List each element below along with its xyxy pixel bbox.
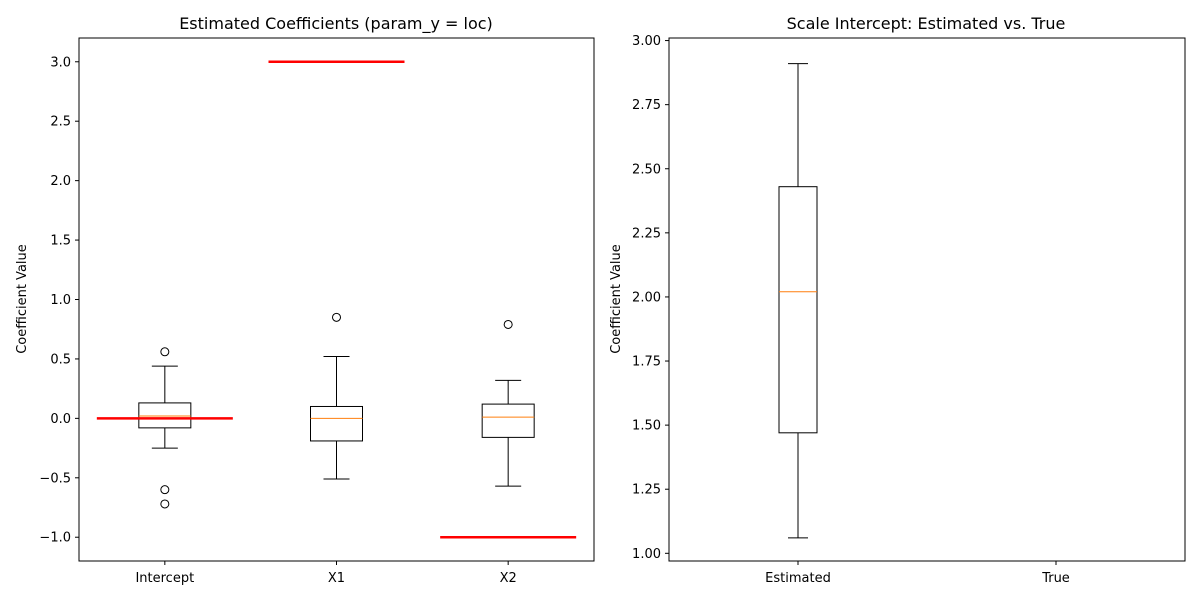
x-tick-label: Intercept xyxy=(135,571,194,586)
y-tick-label: −1.0 xyxy=(39,531,71,546)
y-tick-label: 1.0 xyxy=(50,293,71,308)
chart-title: Estimated Coefficients (param_y = loc) xyxy=(179,14,493,34)
y-tick-label: 2.75 xyxy=(632,98,661,113)
chart-title: Scale Intercept: Estimated vs. True xyxy=(787,14,1066,33)
outlier-point xyxy=(160,499,170,509)
y-tick-label: 1.5 xyxy=(50,234,71,249)
y-tick-label: 2.00 xyxy=(632,290,661,305)
outlier-point xyxy=(160,485,170,495)
plot-frame xyxy=(668,37,1186,562)
x-tick-label: X2 xyxy=(500,571,517,586)
box-x2 xyxy=(481,403,535,438)
x-tick-label: True xyxy=(1041,571,1070,586)
outlier-point xyxy=(332,312,341,322)
y-tick-label: 1.00 xyxy=(632,547,661,562)
plot-frame xyxy=(78,37,595,562)
outlier-point xyxy=(503,319,513,329)
coefficients-chart: Estimated Coefficients (param_y = loc) C… xyxy=(15,14,595,586)
x-tick-label: Estimated xyxy=(765,571,831,586)
y-tick-label: −0.5 xyxy=(39,471,71,486)
y-tick-label: 3.00 xyxy=(632,34,661,49)
scale-intercept-chart: Scale Intercept: Estimated vs. True Coef… xyxy=(609,14,1186,586)
x-tick-label: X1 xyxy=(328,571,345,586)
y-tick-label: 2.0 xyxy=(50,174,71,189)
y-tick-label: 3.0 xyxy=(50,55,71,70)
y-tick-label: 0.5 xyxy=(50,352,71,367)
box-estimated xyxy=(778,186,818,434)
y-tick-label: 2.50 xyxy=(632,162,661,177)
y-tick-label: 0.0 xyxy=(50,412,71,427)
y-axis-label: Coefficient Value xyxy=(15,244,30,354)
y-tick-label: 2.5 xyxy=(50,115,71,130)
y-axis-label: Coefficient Value xyxy=(609,244,624,354)
y-tick-label: 1.50 xyxy=(632,419,661,434)
y-tick-label: 2.25 xyxy=(632,226,661,241)
box-intercept xyxy=(138,402,192,429)
y-tick-label: 1.75 xyxy=(632,355,661,370)
box-x1 xyxy=(310,405,363,442)
y-tick-label: 1.25 xyxy=(632,483,661,498)
outlier-point xyxy=(160,347,170,357)
